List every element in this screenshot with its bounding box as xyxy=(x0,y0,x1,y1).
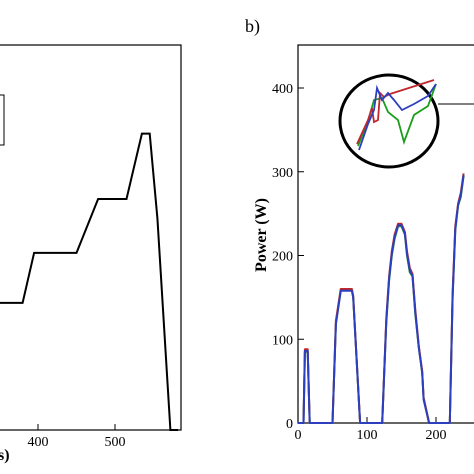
panel-a: 400 500 s) xyxy=(0,44,182,464)
panel-b-y-tick-label-1: 100 xyxy=(272,333,293,348)
panel-b-y-tick-label-2: 200 xyxy=(272,250,293,265)
panel-b-x-tick-label-0: 0 xyxy=(295,428,302,443)
panel-a-x-tick-label-1: 500 xyxy=(105,435,126,450)
panel-b-series-line-0 xyxy=(298,175,465,424)
panel-b-y-tick-label-0: 0 xyxy=(286,417,293,432)
inset-red-trace xyxy=(356,79,435,145)
panel-b-frame xyxy=(297,44,474,424)
panel-b-x-tick-label-2: 200 xyxy=(426,428,447,443)
panel-b-series-line-2 xyxy=(298,174,465,424)
panel-b-y-tick-label-4: 400 xyxy=(272,82,293,97)
inset-ellipse xyxy=(338,73,440,169)
panel-a-frame xyxy=(0,44,182,431)
panel-b-series-line-1 xyxy=(298,173,465,424)
panel-a-x-axis-label: s) xyxy=(0,447,10,464)
inset-blue-trace xyxy=(358,83,437,151)
panel-a-x-tick-label-0: 400 xyxy=(28,435,49,450)
panel-b-y-tick-label-3: 300 xyxy=(272,166,293,181)
panel-b-x-tick-label-1: 100 xyxy=(357,428,378,443)
panel-a-legend-box xyxy=(0,94,5,146)
inset-zoom xyxy=(338,73,474,169)
panel-a-series-line-0 xyxy=(0,132,179,431)
panel-b-y-axis-label: Power (W) xyxy=(253,198,270,272)
panel-b-label: b) xyxy=(245,16,260,37)
panel-b: b) 0 100 200 0 100 200 300 400 Power (W) xyxy=(245,16,474,443)
